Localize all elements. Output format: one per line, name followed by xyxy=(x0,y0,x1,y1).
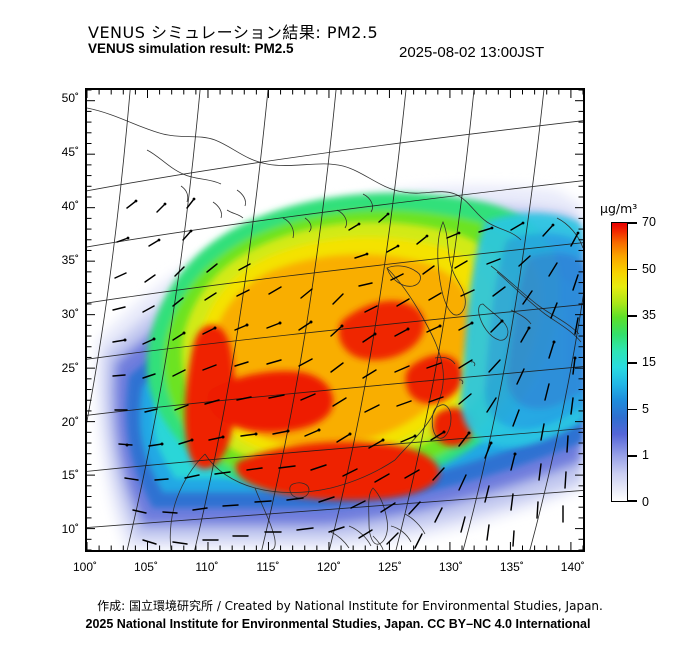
colorbar-tick xyxy=(628,222,637,224)
latitude-tick-label: 50˚ xyxy=(61,90,79,105)
colorbar-tick-label: 5 xyxy=(642,401,649,416)
latitude-axis: 10˚ 15˚ 20˚ 25˚ 30˚ 35˚ 40˚ 45˚ 50˚ xyxy=(45,88,79,552)
wind-arrow-heads xyxy=(123,197,580,456)
latitude-tick-label: 30˚ xyxy=(61,306,79,321)
latitude-tick-label: 20˚ xyxy=(61,414,79,429)
pm25-field-ocean xyxy=(460,213,583,447)
latitude-tick-label: 35˚ xyxy=(61,252,79,267)
footer-license-text: 2025 National Institute for Environmenta… xyxy=(85,617,591,631)
colorbar-tick xyxy=(628,455,637,457)
colorbar-tick-label: 50 xyxy=(642,261,656,276)
colorbar-unit-label: µg/m³ xyxy=(600,201,638,216)
latitude-tick-label: 25˚ xyxy=(61,360,79,375)
colorbar-gradient xyxy=(611,222,628,502)
colorbar-tick xyxy=(628,315,637,317)
longitude-tick-label: 115˚ xyxy=(256,560,280,574)
page-title-english: VENUS simulation result: PM2.5 xyxy=(88,41,294,56)
latitude-tick-label: 10˚ xyxy=(61,522,79,537)
footer-license-line: 2025 National Institute for Environmenta… xyxy=(0,617,700,631)
map-plot-area xyxy=(85,88,585,552)
colorbar: 70 50 35 15 5 1 0 xyxy=(611,215,656,509)
page-title-japanese: VENUS シミュレーション結果: PM2.5 xyxy=(88,23,379,42)
colorbar-tick-label: 35 xyxy=(642,308,656,323)
colorbar-tick xyxy=(628,408,637,411)
coastline-layer xyxy=(87,107,583,550)
colorbar-tick xyxy=(628,500,637,502)
wind-vector-layer xyxy=(112,198,579,549)
latitude-tick-label: 15˚ xyxy=(61,468,79,483)
timestamp-label: 2025-08-02 13:00JST xyxy=(399,44,545,61)
longitude-tick-label: 140˚ xyxy=(560,560,585,574)
longitude-tick-label: 125˚ xyxy=(377,560,402,574)
pm25-heatmap-canvas xyxy=(87,90,583,550)
longitude-tick-label: 110˚ xyxy=(195,560,219,574)
longitude-tick-label: 105˚ xyxy=(133,560,158,574)
longitude-tick-label: 135˚ xyxy=(499,560,524,574)
latitude-tick-label: 40˚ xyxy=(61,198,79,213)
latitude-tick-label: 45˚ xyxy=(61,144,79,159)
footer-credit-line: 作成: 国立環境研究所 / Created by National Instit… xyxy=(97,599,603,613)
colorbar-tick-label: 70 xyxy=(642,215,656,229)
colorbar-tick-label: 15 xyxy=(642,355,656,369)
longitude-tick-label: 120˚ xyxy=(316,560,341,574)
longitude-axis: 100˚ 105˚ 110˚ 115˚ 120˚ 125˚ 130˚ 135˚ 140˚ xyxy=(73,560,585,578)
colorbar-tick-label: 0 xyxy=(642,495,649,509)
colorbar-tick xyxy=(628,268,637,271)
longitude-tick-label: 130˚ xyxy=(438,560,463,574)
colorbar-tick xyxy=(628,362,637,364)
graticule-layer xyxy=(87,90,583,550)
longitude-tick-label: 100˚ xyxy=(72,560,98,574)
colorbar-tick-label: 1 xyxy=(642,448,649,463)
